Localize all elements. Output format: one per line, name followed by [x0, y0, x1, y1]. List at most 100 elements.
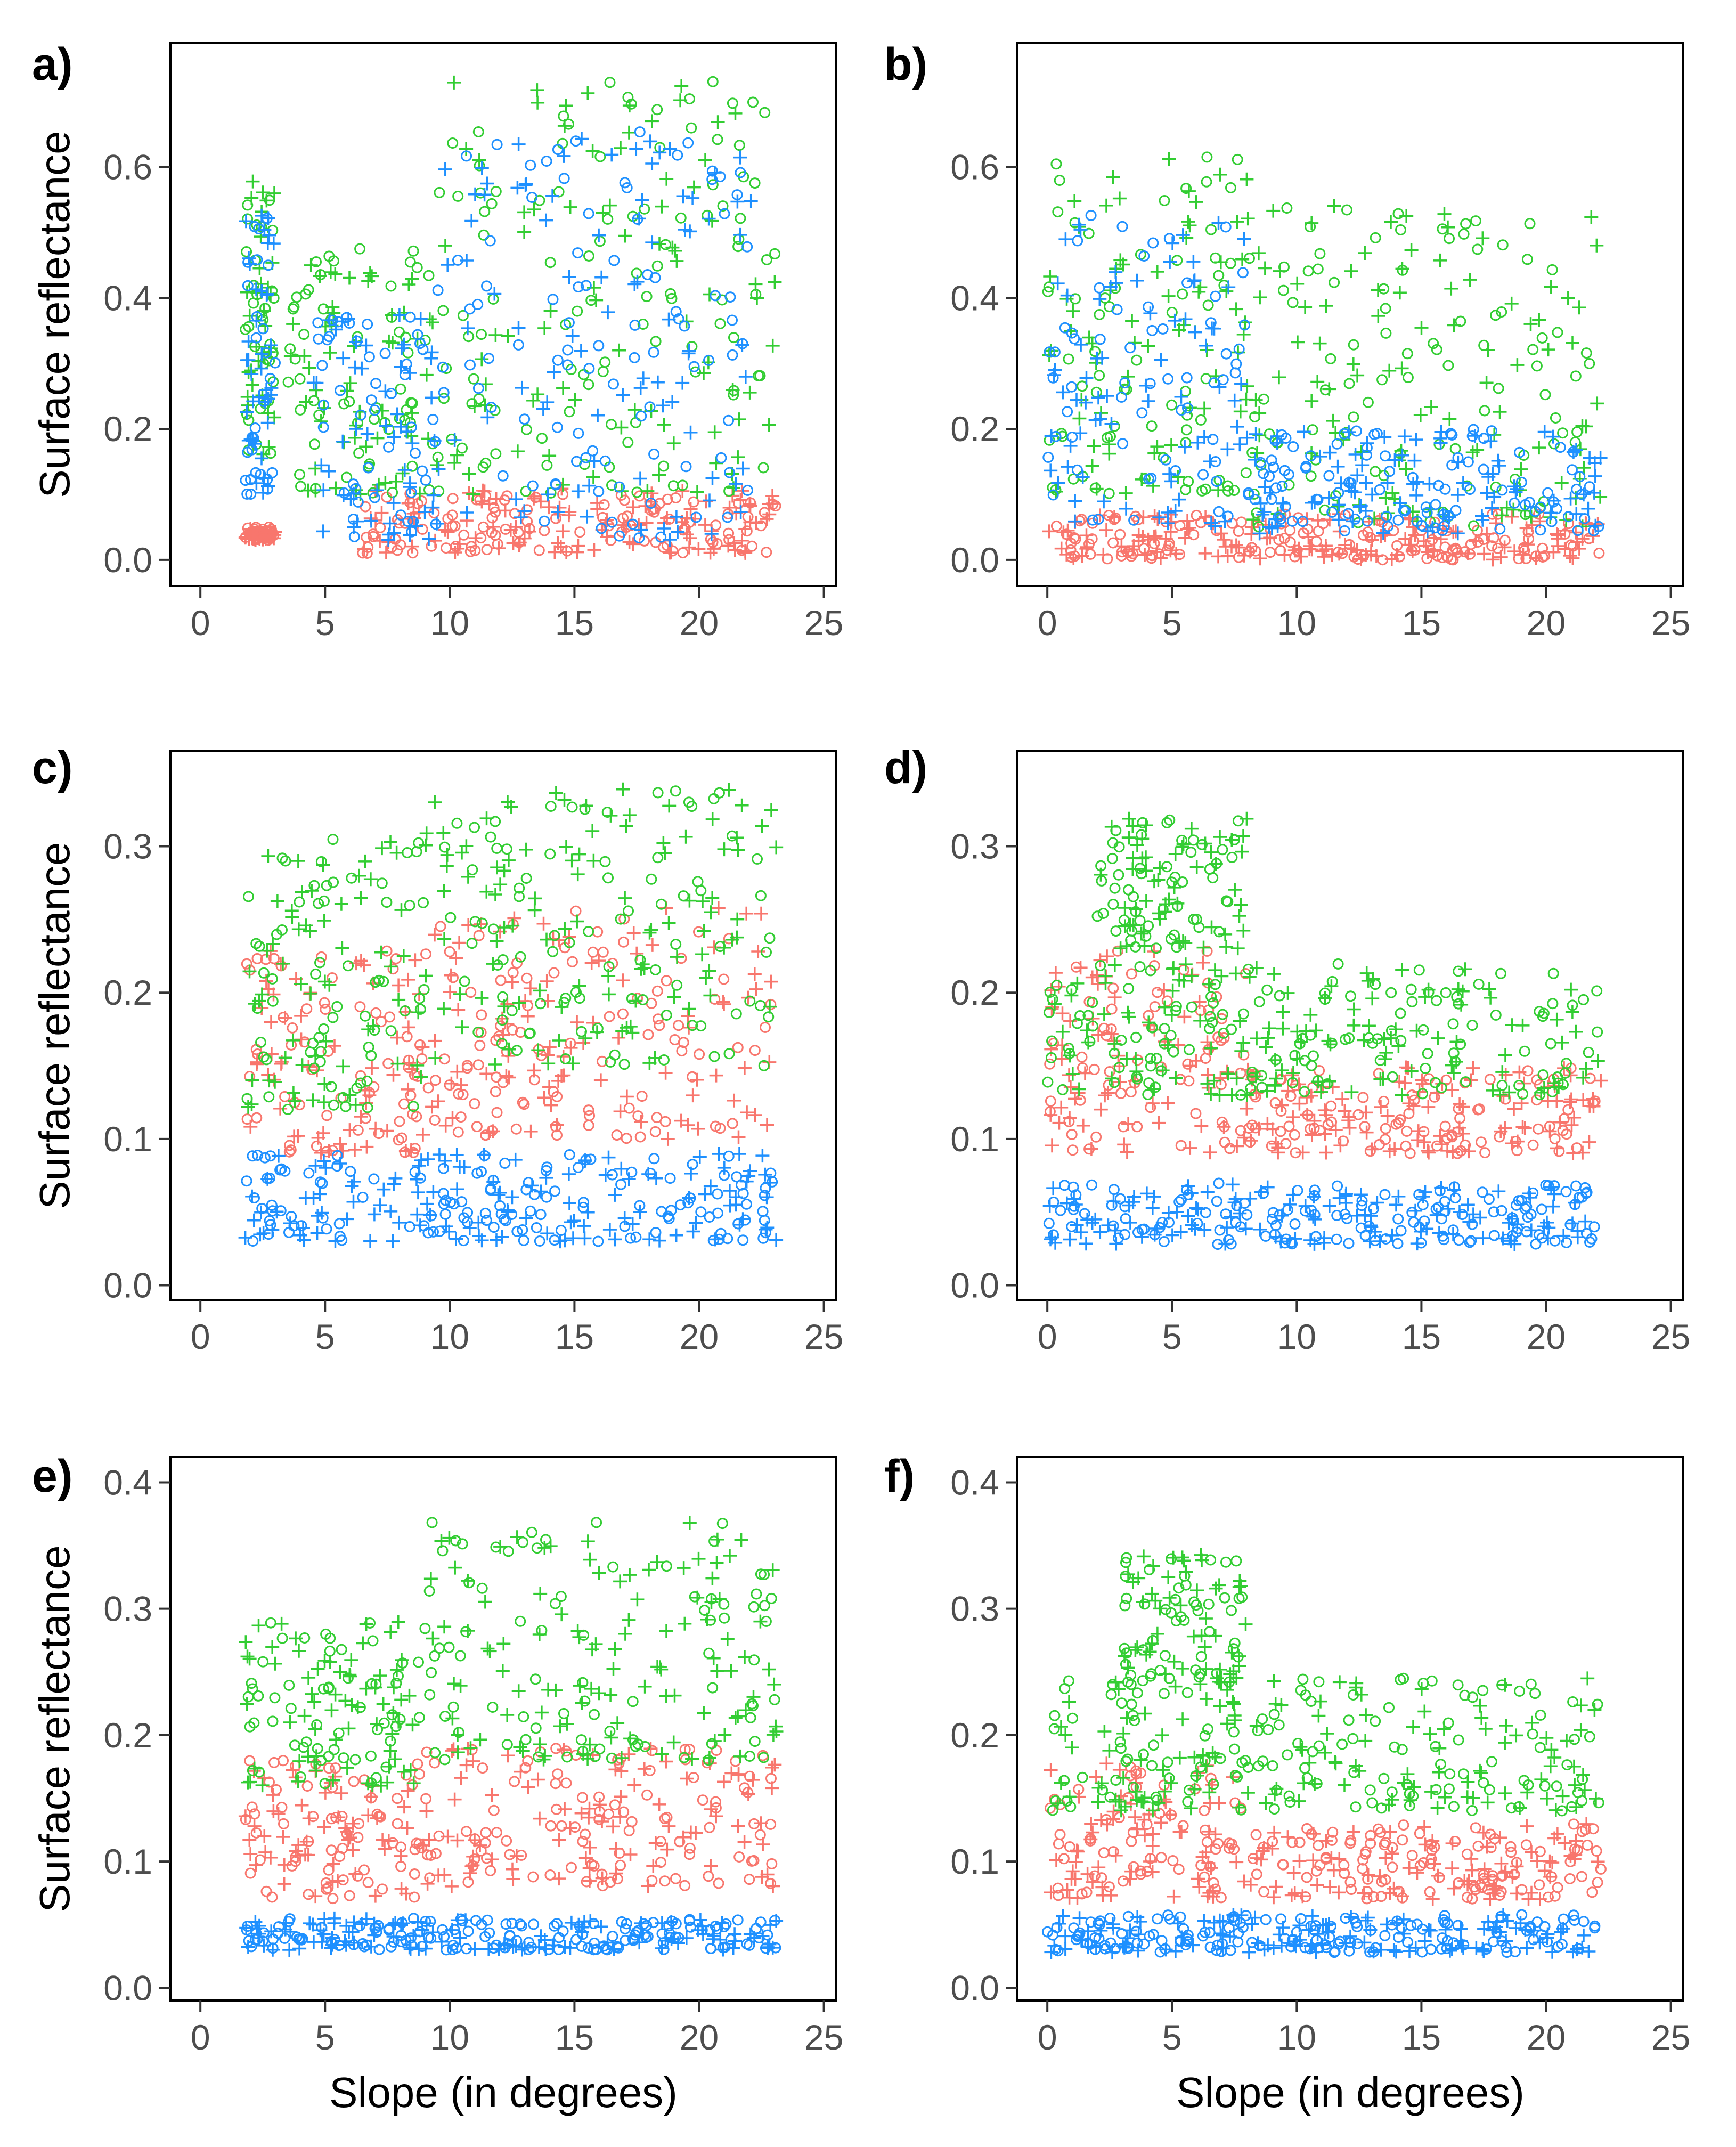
panel-a-point-blue [557, 149, 571, 163]
panel-d-point-blue [1170, 1205, 1184, 1219]
panel-c-point-green [267, 995, 279, 1007]
panel-a-point-green [674, 79, 689, 93]
panel-b-point-green [1290, 276, 1305, 291]
panel-a-point-green [606, 419, 617, 430]
panel-b-point-green [1382, 363, 1397, 378]
panel-a-point-red [563, 505, 577, 519]
panel-c-point-blue [625, 1232, 637, 1244]
panel-a-point-blue [250, 332, 262, 344]
panel-c-point-green [545, 801, 557, 812]
panel-c-point-green [531, 1043, 545, 1058]
panel-d-point-green [1576, 1070, 1591, 1085]
panel-c-point-blue [686, 1224, 700, 1239]
panel-a-point-blue [632, 212, 646, 226]
panel-c-point-blue [648, 1153, 660, 1165]
panel-a-point-green [474, 160, 485, 172]
panel-a-point-green [258, 319, 273, 333]
panel-c-point-green [278, 1051, 292, 1065]
panel-b-point-blue [1279, 465, 1291, 476]
panel-d-point-green [1232, 815, 1244, 827]
panel-c-point-red [368, 1081, 380, 1093]
panel-c-point-green [343, 960, 354, 972]
panel-c-point-blue [712, 1147, 726, 1161]
panel-b-point-blue [1071, 464, 1083, 476]
panel-c-point-green [585, 824, 600, 838]
panel-c-point-green [245, 1073, 259, 1087]
panel-b-point-green [1496, 306, 1507, 318]
panel-d-point-blue [1220, 1221, 1234, 1235]
panel-b-ytick-label: 0.6 [950, 147, 999, 186]
panel-d-point-green [1547, 967, 1559, 979]
panel-b-point-red [1107, 537, 1119, 549]
panel-c-point-blue [500, 1203, 515, 1217]
panel-a-point-red [481, 544, 493, 556]
panel-b-point-green [1399, 462, 1413, 476]
panel-b-point-red [1218, 540, 1233, 554]
panel-b-point-blue [1094, 282, 1105, 294]
panel-d-point-green [1379, 1045, 1393, 1060]
panel-a-point-blue [727, 314, 738, 326]
panel-d-point-blue [1332, 1180, 1343, 1192]
panel-b-point-red [1568, 540, 1579, 552]
panel-c-point-green [557, 793, 572, 807]
panel-d-point-red [1305, 1128, 1319, 1142]
panel-a-point-red [428, 533, 442, 548]
panel-d-point-green [1362, 1019, 1376, 1033]
panel-c-point-green [305, 884, 319, 898]
panel-c-point-blue [581, 1205, 595, 1219]
panel-a-point-blue [562, 359, 573, 371]
panel-b-point-green [1278, 261, 1290, 273]
panel-b-point-blue [1349, 513, 1361, 525]
panel-d-point-green [1232, 909, 1246, 923]
panel-b-point-green [1424, 400, 1438, 414]
panel-c-point-green [291, 922, 306, 937]
panel-d-point-green [1249, 961, 1264, 975]
panel-d-point-blue [1048, 1229, 1059, 1241]
panel-c-point-green [268, 1075, 282, 1089]
panel-a-point-red [556, 524, 570, 539]
panel-c-point-red [716, 995, 730, 1009]
panel-c-point-green [761, 946, 772, 958]
panel-d-point-blue [1106, 1199, 1118, 1211]
panel-a-point-blue [562, 270, 576, 284]
panel-b-point-red [1174, 549, 1185, 560]
panel-d-point-red [1285, 1068, 1299, 1083]
panel-d-point-green [1502, 1085, 1517, 1100]
panel-c-point-green [679, 829, 693, 844]
panel-c-point-green [358, 854, 372, 868]
panel-c-point-red [454, 1078, 468, 1092]
panel-c-point-blue [531, 1222, 542, 1233]
panel-d-point-green [1159, 897, 1172, 912]
panel-a-point-green [427, 438, 438, 450]
panel-b-point-green [1402, 372, 1414, 384]
panel-a-point-green [594, 235, 606, 247]
panel-d-point-red [1063, 1111, 1077, 1125]
panel-d-point-green [1159, 1023, 1170, 1035]
panel-d-point-blue [1225, 1177, 1240, 1192]
panel-d-point-blue [1358, 1208, 1372, 1222]
panel-d-point-red [1070, 961, 1082, 973]
panel-a-point-red [417, 523, 428, 535]
panel-b-point-red [1110, 512, 1121, 524]
panel-c-point-blue [564, 1215, 578, 1230]
panel-c-point-red [507, 911, 521, 925]
panel-a-point-blue [427, 434, 442, 448]
panel-d-point-red [1400, 1140, 1412, 1152]
panel-a-point-green [353, 447, 365, 459]
panel-d-point-green [1270, 1054, 1282, 1066]
panel-c-point-green [714, 787, 725, 799]
panel-d-point-green [1378, 1052, 1392, 1067]
panel-d-point-green [1109, 1047, 1120, 1059]
panel-d-point-red [1194, 1119, 1209, 1133]
panel-b-point-green [1266, 204, 1281, 218]
panel-b-point-blue [1312, 494, 1324, 506]
panel-b-point-blue [1050, 276, 1065, 291]
panel-e-xtick-label: 25 [804, 2018, 843, 2057]
panel-a-point-green [606, 479, 617, 491]
panel-d-point-red [1403, 1108, 1415, 1119]
panel-d-point-green [1158, 1000, 1172, 1014]
panel-d-point-green [1261, 1031, 1275, 1045]
panel-b-point-blue [1162, 373, 1174, 385]
panel-b-point-green [1307, 424, 1318, 436]
panel-b-point-red [1132, 514, 1144, 525]
